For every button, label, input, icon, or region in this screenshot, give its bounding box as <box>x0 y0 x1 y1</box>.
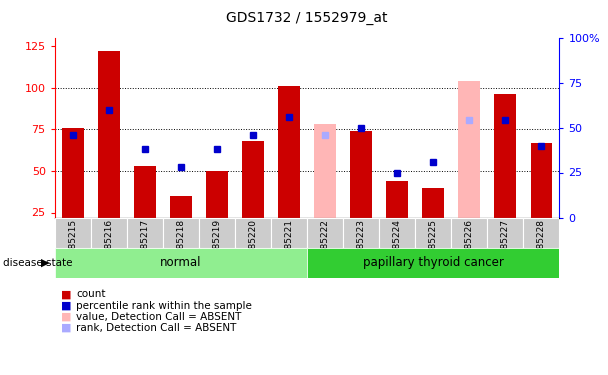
Bar <box>91 217 127 248</box>
Bar <box>55 217 91 248</box>
Text: percentile rank within the sample: percentile rank within the sample <box>76 301 252 310</box>
Bar <box>379 217 415 248</box>
Text: GSM85220: GSM85220 <box>249 219 257 268</box>
Text: GSM85216: GSM85216 <box>105 219 113 268</box>
Text: GSM85223: GSM85223 <box>357 219 365 268</box>
Bar <box>242 141 264 218</box>
Text: GDS1732 / 1552979_at: GDS1732 / 1552979_at <box>226 11 388 25</box>
Text: papillary thyroid cancer: papillary thyroid cancer <box>363 256 503 269</box>
Text: ▶: ▶ <box>41 258 50 267</box>
Text: GSM85224: GSM85224 <box>393 219 402 268</box>
Text: GSM85221: GSM85221 <box>285 219 294 268</box>
Bar <box>487 217 523 248</box>
Bar <box>531 142 552 218</box>
Bar <box>350 131 372 218</box>
Text: GSM85222: GSM85222 <box>320 219 330 268</box>
Bar <box>423 188 444 218</box>
Bar <box>386 181 408 218</box>
Bar <box>199 217 235 248</box>
Bar <box>278 86 300 218</box>
Text: ■: ■ <box>61 301 71 310</box>
Text: GSM85226: GSM85226 <box>465 219 474 268</box>
Text: GSM85227: GSM85227 <box>501 219 510 268</box>
Text: GSM85228: GSM85228 <box>537 219 546 268</box>
Bar <box>170 196 192 217</box>
Text: GSM85219: GSM85219 <box>212 219 221 268</box>
Bar <box>451 217 487 248</box>
Bar <box>163 217 199 248</box>
Bar <box>127 217 163 248</box>
Bar <box>307 248 559 278</box>
Text: value, Detection Call = ABSENT: value, Detection Call = ABSENT <box>76 312 241 322</box>
Bar <box>271 217 307 248</box>
Bar <box>415 217 451 248</box>
Text: count: count <box>76 290 106 299</box>
Bar <box>134 166 156 218</box>
Text: ■: ■ <box>61 323 71 333</box>
Bar <box>523 217 559 248</box>
Text: normal: normal <box>160 256 202 269</box>
Text: disease state: disease state <box>3 258 72 267</box>
Text: ■: ■ <box>61 290 71 299</box>
Bar <box>98 51 120 217</box>
Text: ■: ■ <box>61 312 71 322</box>
Bar <box>307 217 343 248</box>
Bar <box>62 128 83 218</box>
Bar <box>494 94 516 218</box>
Bar <box>314 124 336 218</box>
Text: GSM85215: GSM85215 <box>68 219 77 268</box>
Bar <box>235 217 271 248</box>
Text: rank, Detection Call = ABSENT: rank, Detection Call = ABSENT <box>76 323 237 333</box>
Bar <box>458 81 480 218</box>
Bar <box>206 171 228 217</box>
Text: GSM85218: GSM85218 <box>176 219 185 268</box>
Bar <box>55 248 307 278</box>
Bar <box>343 217 379 248</box>
Text: GSM85225: GSM85225 <box>429 219 438 268</box>
Text: GSM85217: GSM85217 <box>140 219 150 268</box>
